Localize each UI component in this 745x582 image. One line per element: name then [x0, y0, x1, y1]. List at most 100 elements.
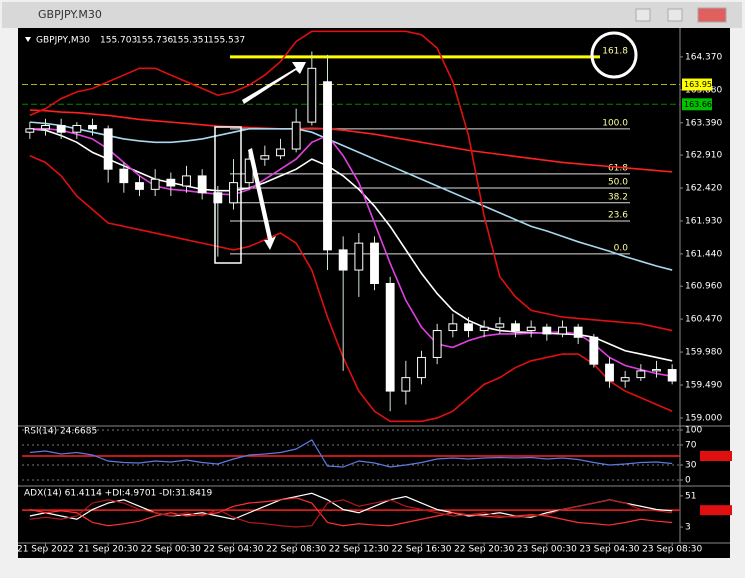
x-tick-label: 22 Sep 12:30 [329, 545, 389, 555]
y-tick-label: 160.470 [685, 315, 722, 325]
indicator-line [29, 155, 673, 423]
arrow-down [248, 148, 276, 250]
candle-body [135, 182, 144, 190]
candle-body [150, 178, 160, 190]
candle-body [213, 192, 223, 204]
y-tick-label: 161.440 [685, 249, 722, 259]
candle-body [197, 175, 207, 194]
quote-value: 155.736 [136, 36, 173, 46]
x-tick-label: 22 Sep 04:30 [203, 545, 263, 555]
quote-value: 155.537 [208, 36, 245, 46]
y-tick-label: 159.000 [685, 413, 722, 423]
y-tick-label: 159.980 [685, 348, 722, 358]
candle-body [103, 128, 113, 170]
fib-label: 50.0 [608, 178, 628, 188]
arrow-up [242, 62, 306, 104]
price-label: 163.959 [684, 80, 717, 89]
candle-body [291, 121, 301, 150]
y-tick-label: 161.930 [685, 216, 722, 226]
price-label-box [682, 98, 712, 111]
y-tick-label: 51 [685, 491, 696, 501]
x-tick-label: 22 Sep 20:30 [454, 545, 514, 555]
indicator-line [29, 121, 673, 271]
x-tick-label: 22 Sep 08:30 [266, 545, 326, 555]
candle-body [260, 155, 270, 160]
candle-body [401, 377, 411, 392]
candle-body [652, 369, 661, 372]
indicator-line [29, 439, 673, 468]
y-tick-label: 160.960 [685, 282, 722, 292]
candle-body [119, 168, 129, 184]
candle-body [229, 182, 238, 204]
candle-body [338, 249, 348, 271]
fib-label: 38.2 [608, 192, 628, 202]
level-box [700, 451, 732, 461]
minimize-button[interactable] [635, 8, 651, 22]
indicator-label: RSI(14) 24.6685 [24, 427, 97, 437]
candle-body [182, 175, 191, 187]
candle-body [385, 282, 395, 392]
price-label-box [682, 78, 712, 91]
x-tick-label: 22 Sep 00:30 [141, 545, 201, 555]
price-label: 163.665 [684, 100, 717, 109]
y-tick-label: 162.420 [685, 184, 722, 194]
fib-label: 0.0 [614, 243, 629, 253]
fib-label: 23.6 [608, 210, 628, 220]
x-tick-label: 21 Sep 2022 [17, 545, 74, 555]
indicator-line [29, 30, 673, 332]
indicator-line [29, 109, 673, 173]
title-bar [2, 2, 742, 28]
y-tick-label: 162.910 [685, 151, 722, 161]
indicator-label: ADX(14) 61.4114 +DI:4.9701 -DI:31.8419 [24, 489, 213, 499]
x-tick-label: 23 Sep 00:30 [517, 545, 577, 555]
quote-value: 155.703 [100, 36, 137, 46]
quote-value: 155.351 [172, 36, 209, 46]
candle-body [432, 330, 442, 358]
candle-body [542, 326, 552, 335]
indicator-line [29, 497, 673, 527]
y-tick-label: 30 [685, 461, 697, 471]
candle-body [620, 377, 630, 382]
candle-body [72, 124, 82, 133]
y-tick-label: 159.490 [685, 381, 722, 391]
candle-body [88, 124, 97, 130]
plot-area: 21 Sep 2022 21 Sep 20:30 22 Sep 00:30 22 Se… [17, 30, 732, 555]
candle-body [56, 124, 66, 133]
candle-body [636, 370, 646, 379]
indicator-line [29, 499, 673, 528]
x-tick-label: 23 Sep 08:30 [642, 545, 702, 555]
window-title: GBPJPY.M30 [38, 8, 102, 21]
symbol-label: GBPJPY,M30 [36, 36, 90, 46]
candle-body [354, 242, 364, 271]
candle-body [370, 242, 379, 284]
y-tick-label: 164.370 [685, 52, 722, 62]
fib-label: 61.8 [608, 163, 628, 173]
y-tick-label: 3 [685, 523, 691, 533]
fib-label: 161.8 [602, 46, 628, 56]
candle-body [276, 148, 285, 157]
menu-triangle [25, 37, 31, 42]
candle-body [323, 81, 332, 251]
maximize-button[interactable] [667, 8, 683, 22]
candle-body [526, 326, 536, 332]
annotation-circle [590, 31, 638, 79]
candle-body [667, 369, 677, 382]
candle-body [417, 356, 426, 379]
y-tick-label: 100 [685, 426, 702, 436]
fib-label: 100.0 [602, 118, 628, 128]
x-tick-label: 23 Sep 04:30 [579, 545, 639, 555]
candle-body [166, 178, 176, 187]
candle-body [589, 336, 599, 365]
candle-body [495, 323, 505, 328]
y-tick-label: 163.390 [685, 118, 722, 128]
x-tick-label: 22 Sep 16:30 [391, 545, 451, 555]
level-box [700, 505, 732, 516]
candle-body [307, 67, 317, 123]
candle-body [25, 128, 35, 133]
candle-body [479, 326, 489, 332]
y-tick-label: 70 [685, 441, 697, 451]
close-button[interactable] [697, 7, 727, 23]
highlight-box [214, 126, 242, 264]
